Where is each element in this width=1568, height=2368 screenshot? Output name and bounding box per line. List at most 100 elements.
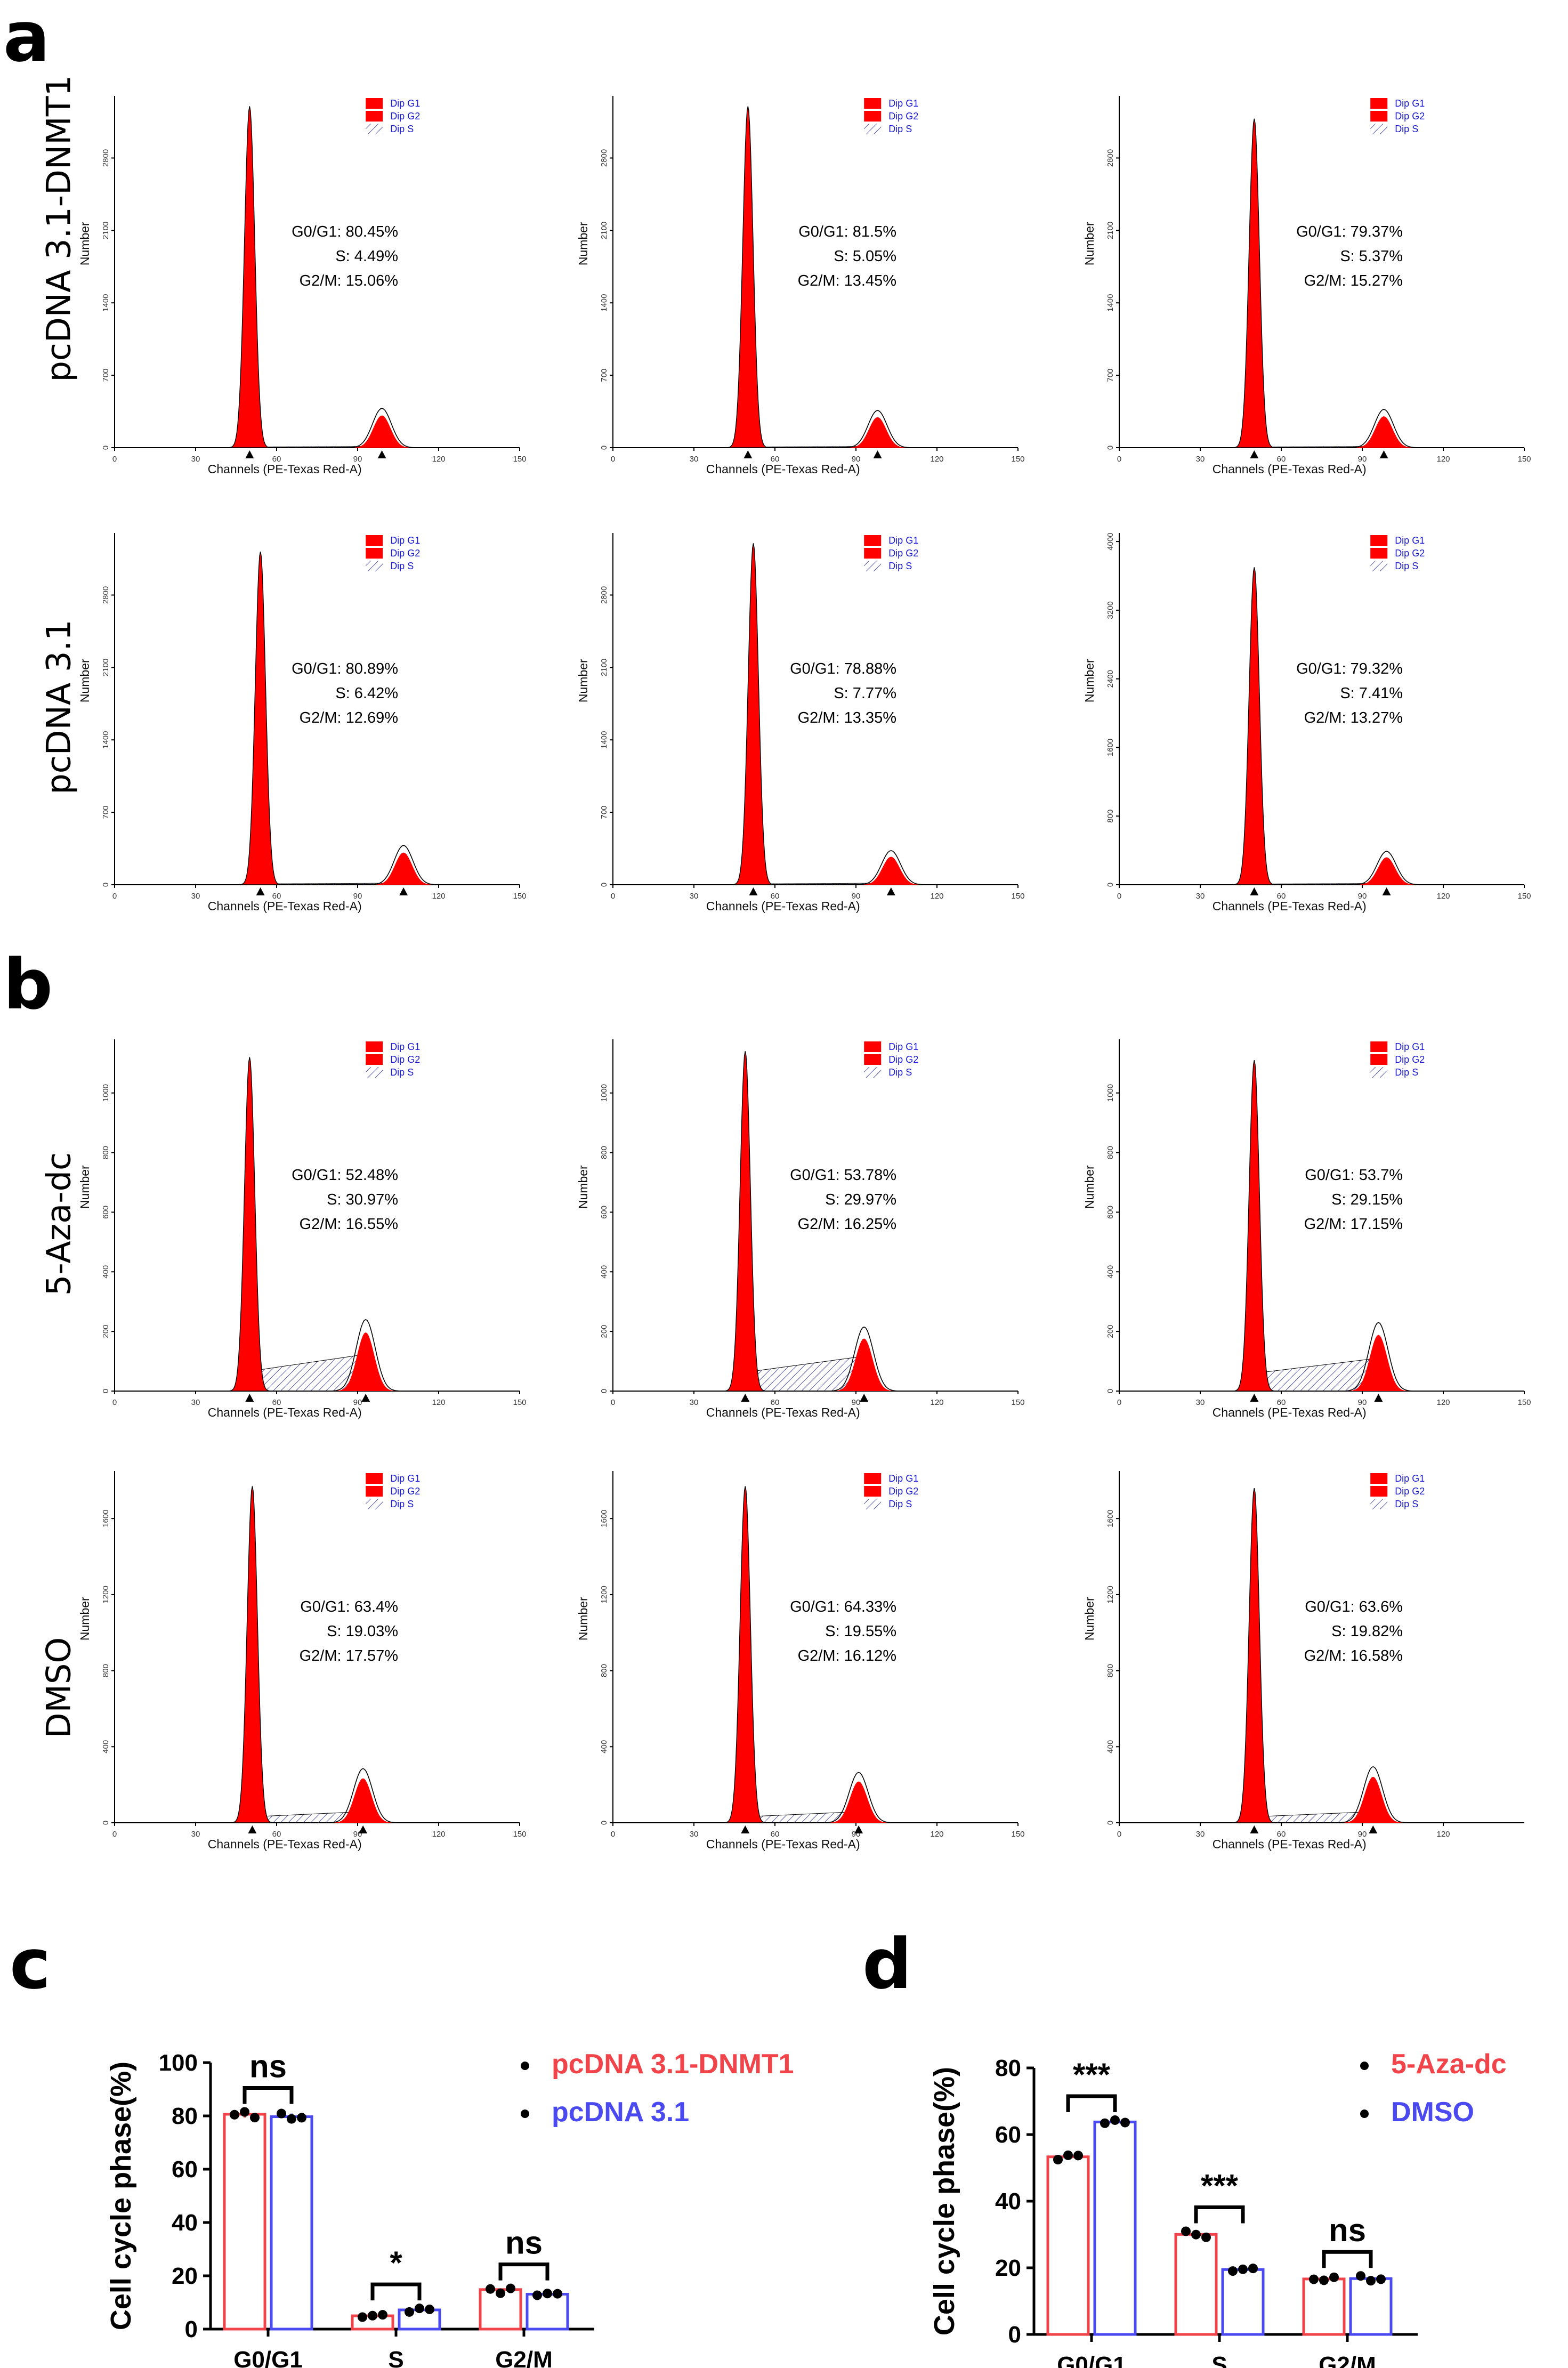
legend-swatch-g1 [1370,535,1388,546]
x-tick-label: 90 [353,455,362,464]
legend-swatch-g1 [1370,98,1388,109]
y-tick-label: 700 [600,806,609,819]
y-tick-label: 2100 [600,222,609,239]
y-tick-label: 1200 [101,1586,110,1603]
legend-swatch-s [1370,1067,1388,1078]
legend-label: Dip S [1395,124,1418,134]
x-tick-label: G0/G1 [233,2347,303,2368]
stat-g2m: G2/M: 12.69% [300,709,398,726]
histogram-2-1: 0 200 400 600 800 1000 0 30 60 90 120 150 Channels (… [576,1039,1025,1419]
y-tick-label: 1000 [600,1084,609,1102]
x-tick-label: 150 [1011,1398,1024,1407]
x-axis-label: Channels (PE-Texas Red-A) [706,1837,860,1851]
x-tick-label: S [1211,2352,1227,2368]
legend-swatch-g1 [864,535,882,546]
x-tick-label: 150 [1517,1398,1531,1407]
legend-swatch-g2 [1370,548,1388,559]
g2-peak [1349,416,1419,448]
data-point [1356,2271,1365,2281]
y-tick-label: 400 [600,1265,609,1279]
y-tick-label: 200 [600,1325,609,1338]
x-tick-label: 0 [611,892,615,901]
stat-g2m: G2/M: 16.12% [798,1647,896,1664]
legend-label: Dip G1 [888,1041,918,1052]
bar-S-0 [1174,2233,1218,2336]
y-tick-label: 0 [600,1389,609,1393]
g1-peak [239,551,281,885]
y-tick-label: 2800 [600,149,609,167]
x-tick-label: 60 [272,1830,281,1839]
x-axis-label: Channels (PE-Texas Red-A) [1213,462,1367,476]
x-tick-label: 60 [771,1398,780,1407]
stat-s: S: 29.97% [825,1191,896,1208]
bar-G0/G1-0 [1046,2155,1090,2336]
x-tick-label: 60 [771,1830,780,1839]
y-tick-label: 0 [1008,2322,1021,2348]
y-axis-label: Number [576,1597,590,1640]
x-tick-label: 120 [432,1398,445,1407]
data-point [415,2304,424,2314]
bar-G2/M-0 [1302,2277,1346,2336]
legend-label: Dip S [390,561,414,571]
g1-peak [732,543,774,885]
g2-peak [328,1778,398,1823]
x-tick-label: 0 [611,455,615,464]
x-tick-label: 90 [852,455,861,464]
x-tick-label: 120 [1436,455,1450,464]
g1-marker [743,450,753,458]
legend-label: Dip S [1395,1499,1418,1509]
data-point [1053,2155,1063,2164]
legend-label: Dip G1 [888,535,918,546]
x-tick-label: 30 [191,1830,200,1839]
significance-bracket [370,2282,422,2301]
y-tick-label: 60 [172,2156,198,2183]
significance-bracket [1322,2250,1373,2268]
y-tick-label: 0 [101,1389,110,1393]
panel-label-d: d [862,1924,912,2005]
y-tick-label: 0 [1106,446,1115,450]
data-point [250,2113,260,2123]
data-point [368,2310,377,2321]
legend-swatch-s [366,561,383,571]
x-tick-label: 30 [191,455,200,464]
data-point [1063,2150,1073,2160]
legend-label: Dip S [888,561,912,571]
x-tick-label: 150 [513,1830,526,1839]
bar-S-1 [1221,2268,1265,2336]
g2-peak [369,852,438,885]
x-axis-label: Channels (PE-Texas Red-A) [1213,1405,1367,1419]
legend-label: Dip S [390,124,414,134]
x-tick-label: 30 [1196,1830,1205,1839]
y-tick-label: 400 [101,1265,110,1279]
data-point [230,2110,239,2120]
data-point [506,2283,515,2293]
legend-swatch-g2 [1370,1054,1388,1065]
significance-bracket [498,2262,549,2281]
data-point [553,2289,562,2299]
g2-marker [399,887,408,895]
s-phase-area [257,1355,358,1392]
histogram-3-2: 0 400 800 1200 1600 0 30 60 90 120 Channels (PE-Te… [1082,1471,1524,1851]
g2-peak [1338,1776,1408,1823]
y-tick-label: 2800 [1106,149,1115,167]
stat-s: S: 5.37% [1340,248,1403,265]
significance-label: ns [1329,2212,1366,2248]
g1-marker [749,887,758,895]
legend-label: pcDNA 3.1-DNMT1 [552,2049,794,2080]
legend-label: Dip S [390,1067,414,1078]
x-tick-label: 30 [690,455,699,464]
stat-s: S: 7.41% [1340,685,1403,702]
y-tick-label: 80 [995,2055,1021,2081]
s-phase-area [1262,1359,1371,1392]
y-tick-label: 800 [600,1664,609,1677]
legend-label: Dip G2 [1395,1486,1425,1497]
legend-label: Dip G1 [1395,98,1425,109]
legend-label: Dip G2 [390,1486,420,1497]
x-tick-label: 120 [432,455,445,464]
x-tick-label: 150 [513,455,526,464]
stat-g2m: G2/M: 13.45% [798,272,896,289]
g2-peak [824,1781,893,1823]
stat-s: S: 19.82% [1331,1623,1403,1640]
legend-label: Dip G1 [390,1473,420,1484]
